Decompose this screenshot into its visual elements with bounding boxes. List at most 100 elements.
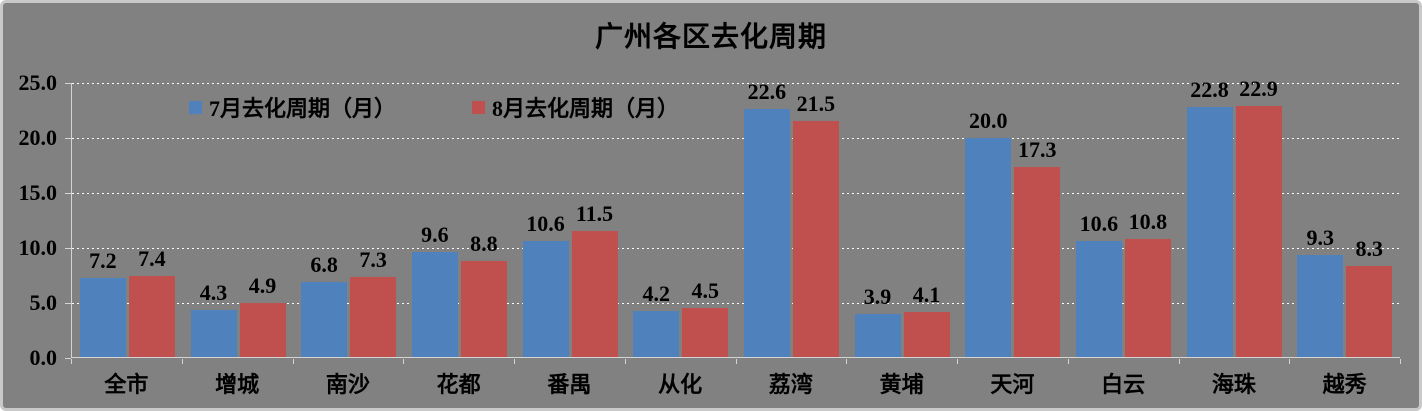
bar-data-label: 4.9 [248, 273, 277, 299]
bar-data-label: 8.3 [1355, 236, 1383, 262]
bar-data-label: 8.8 [470, 230, 498, 256]
bar-group: 3.9 4.1 [847, 83, 958, 357]
bar-data-label: 11.5 [575, 200, 614, 226]
bar-group: 20.0 17.3 [957, 83, 1068, 357]
x-axis-tick-mark [292, 359, 294, 364]
bar-data-label: 22.9 [1239, 76, 1278, 102]
bar-data-label: 22.8 [1190, 77, 1229, 103]
bar: 7.4 [128, 247, 175, 357]
bar: 7.2 [79, 250, 126, 357]
category-label: 白云 [1101, 372, 1146, 397]
category-label: 番禺 [547, 372, 592, 397]
bar-group: 9.3 8.3 [1289, 83, 1400, 357]
y-axis-tick-mark [65, 303, 71, 304]
x-axis-tick-mark [846, 359, 848, 364]
bar: 6.8 [301, 254, 348, 357]
x-axis-category-labels: 全市 增城 南沙 花都 番禺 从化 荔湾 黄埔 天河 白云 海珠 越秀 [71, 367, 1400, 399]
bar: 4.2 [633, 282, 680, 357]
legend-swatch-icon [189, 100, 202, 114]
gridline [72, 248, 1400, 249]
bar-data-label: 6.8 [310, 252, 338, 278]
y-axis-tick-label: 25.0 [18, 70, 58, 95]
x-axis-tick-mark [624, 359, 626, 364]
x-axis-tick-mark [181, 359, 183, 364]
category-label: 增城 [215, 372, 260, 397]
category-label: 全市 [104, 372, 149, 397]
category-label: 黄埔 [879, 372, 924, 397]
bar-data-label: 4.5 [691, 277, 719, 303]
x-axis-tick-mark [1067, 359, 1069, 364]
bar: 4.1 [903, 284, 950, 357]
bar: 7.3 [350, 249, 397, 357]
bar-group: 6.8 7.3 [293, 83, 404, 357]
category-label: 南沙 [325, 372, 370, 397]
bar: 22.6 [743, 81, 790, 357]
gridline [72, 303, 1400, 304]
bar: 22.8 [1186, 79, 1233, 357]
y-axis-tick-mark [65, 358, 71, 359]
bar-data-label: 9.6 [421, 221, 449, 247]
bar: 22.9 [1235, 78, 1282, 357]
x-axis-tick-mark [514, 359, 515, 364]
plot-area: 7.2 7.4 4.3 4.9 6.8 7.3 9.6 8.8 10.6 11.5 4.2 4.5 22… [71, 78, 1400, 358]
bar-data-label: 10.6 [526, 210, 565, 236]
bar-group: 7.2 7.4 [72, 83, 183, 357]
legend-label: 7月去化周期（月） [209, 96, 397, 121]
bar: 10.8 [1124, 210, 1171, 357]
y-axis-tick-label: 15.0 [18, 180, 58, 205]
legend: 7月去化周期（月） 8月去化周期（月） [189, 91, 679, 123]
bar-data-label: 4.2 [642, 280, 670, 306]
bar-data-label: 7.2 [89, 248, 117, 274]
bar: 4.3 [190, 281, 237, 357]
x-axis-tick-mark [403, 359, 405, 364]
gridline [72, 138, 1400, 139]
x-axis-tick-mark [71, 359, 72, 364]
bar: 21.5 [792, 93, 839, 357]
bar-group: 4.2 4.5 [625, 83, 736, 357]
bar-data-label: 20.0 [968, 107, 1008, 133]
y-axis-tick-mark [65, 248, 71, 249]
y-axis-tick-mark [65, 83, 71, 84]
legend-swatch-icon [472, 100, 486, 114]
bar-group: 10.6 11.5 [515, 83, 626, 357]
legend-item: 8月去化周期（月） [472, 91, 679, 123]
category-label: 花都 [436, 372, 481, 397]
bar-group: 22.6 21.5 [736, 81, 847, 357]
bar-data-label: 17.3 [1017, 137, 1057, 163]
category-label: 从化 [658, 372, 703, 397]
bar: 8.3 [1346, 238, 1393, 357]
bar: 10.6 [522, 212, 569, 357]
bar-data-label: 21.5 [796, 91, 836, 117]
bar-data-label: 3.9 [863, 284, 892, 310]
y-axis-tick-label: 20.0 [18, 125, 58, 150]
bar-data-label: 9.3 [1306, 225, 1334, 251]
category-label: 海珠 [1211, 372, 1256, 397]
bar: 20.0 [965, 109, 1012, 357]
bar: 9.3 [1297, 227, 1344, 357]
bar: 11.5 [571, 202, 618, 357]
bar-data-label: 4.1 [912, 282, 941, 308]
bar: 9.6 [411, 223, 458, 357]
x-axis-tick-mark [1289, 359, 1291, 364]
bar-data-label: 7.4 [138, 245, 166, 271]
y-axis-tick-mark [65, 193, 71, 194]
bar-group: 4.3 4.9 [183, 83, 294, 357]
bar-group: 22.8 22.9 [1179, 78, 1290, 357]
bar: 4.5 [682, 279, 729, 357]
x-axis-tick-mark [957, 359, 958, 364]
gridline [72, 83, 1400, 84]
y-axis-tick-mark [65, 138, 71, 139]
bar-data-label: 7.3 [359, 247, 387, 272]
gridline [72, 193, 1400, 194]
bar-group: 9.6 8.8 [404, 83, 515, 357]
category-label: 天河 [990, 372, 1035, 397]
legend-item: 7月去化周期（月） [189, 91, 396, 123]
x-axis-tick-mark [1400, 359, 1401, 364]
bar: 4.9 [239, 275, 286, 357]
category-label: 荔湾 [768, 372, 813, 397]
bar: 10.6 [1075, 212, 1122, 357]
bar-group: 10.6 10.8 [1068, 83, 1179, 357]
y-axis-tick-label: 0.0 [29, 345, 58, 370]
chart-title: 广州各区去化周期 [594, 22, 827, 53]
